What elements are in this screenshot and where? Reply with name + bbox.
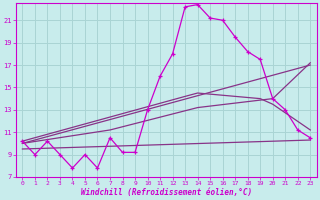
- X-axis label: Windchill (Refroidissement éolien,°C): Windchill (Refroidissement éolien,°C): [81, 188, 252, 197]
